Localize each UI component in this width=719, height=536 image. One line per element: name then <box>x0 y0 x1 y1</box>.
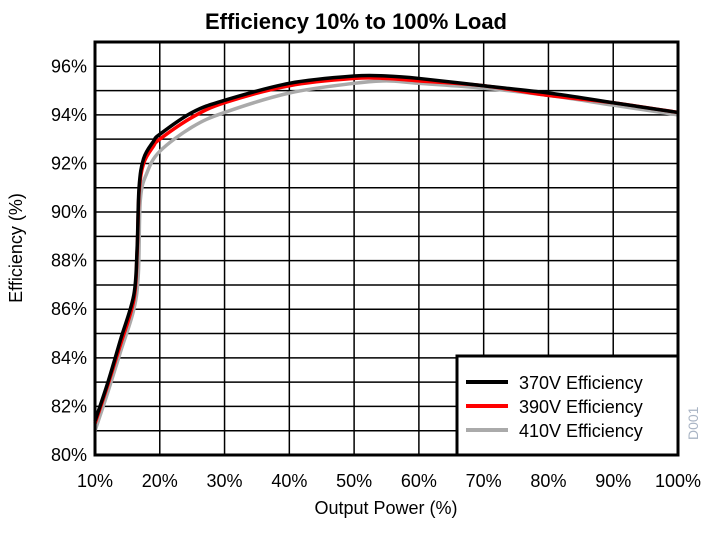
series-lines <box>93 73 679 432</box>
chart-title: Efficiency 10% to 100% Load <box>205 9 507 34</box>
y-tick-label: 80% <box>51 445 87 465</box>
y-axis-label: Efficiency (%) <box>6 193 26 303</box>
x-tick-label: 100% <box>655 471 701 491</box>
x-tick-labels: 10% 20% 30% 40% 50% 60% 70% 80% 90% 100% <box>77 471 701 491</box>
series-line-370v <box>93 73 679 422</box>
y-tick-label: 82% <box>51 396 87 416</box>
x-tick-label: 20% <box>142 471 178 491</box>
x-tick-label: 10% <box>77 471 113 491</box>
x-tick-label: 60% <box>401 471 437 491</box>
x-tick-label: 80% <box>530 471 566 491</box>
x-tick-label: 30% <box>207 471 243 491</box>
x-axis-label: Output Power (%) <box>314 498 457 518</box>
y-tick-label: 86% <box>51 299 87 319</box>
y-tick-label: 96% <box>51 56 87 76</box>
plot-frame <box>93 40 680 457</box>
legend-label: 370V Efficiency <box>519 373 643 393</box>
y-tick-label: 94% <box>51 105 87 125</box>
legend-label: 390V Efficiency <box>519 397 643 417</box>
x-tick-label: 50% <box>336 471 372 491</box>
y-tick-labels: 80% 82% 84% 86% 88% 90% 92% 94% 96% <box>51 56 87 465</box>
legend: 370V Efficiency 390V Efficiency 410V Effic… <box>455 354 680 457</box>
watermark-d001: D001 <box>685 406 701 440</box>
x-tick-label: 70% <box>466 471 502 491</box>
x-tick-label: 90% <box>595 471 631 491</box>
legend-label: 410V Efficiency <box>519 421 643 441</box>
y-tick-label: 90% <box>51 202 87 222</box>
y-tick-label: 92% <box>51 153 87 173</box>
x-tick-label: 40% <box>271 471 307 491</box>
y-tick-label: 84% <box>51 348 87 368</box>
y-tick-label: 88% <box>51 251 87 271</box>
